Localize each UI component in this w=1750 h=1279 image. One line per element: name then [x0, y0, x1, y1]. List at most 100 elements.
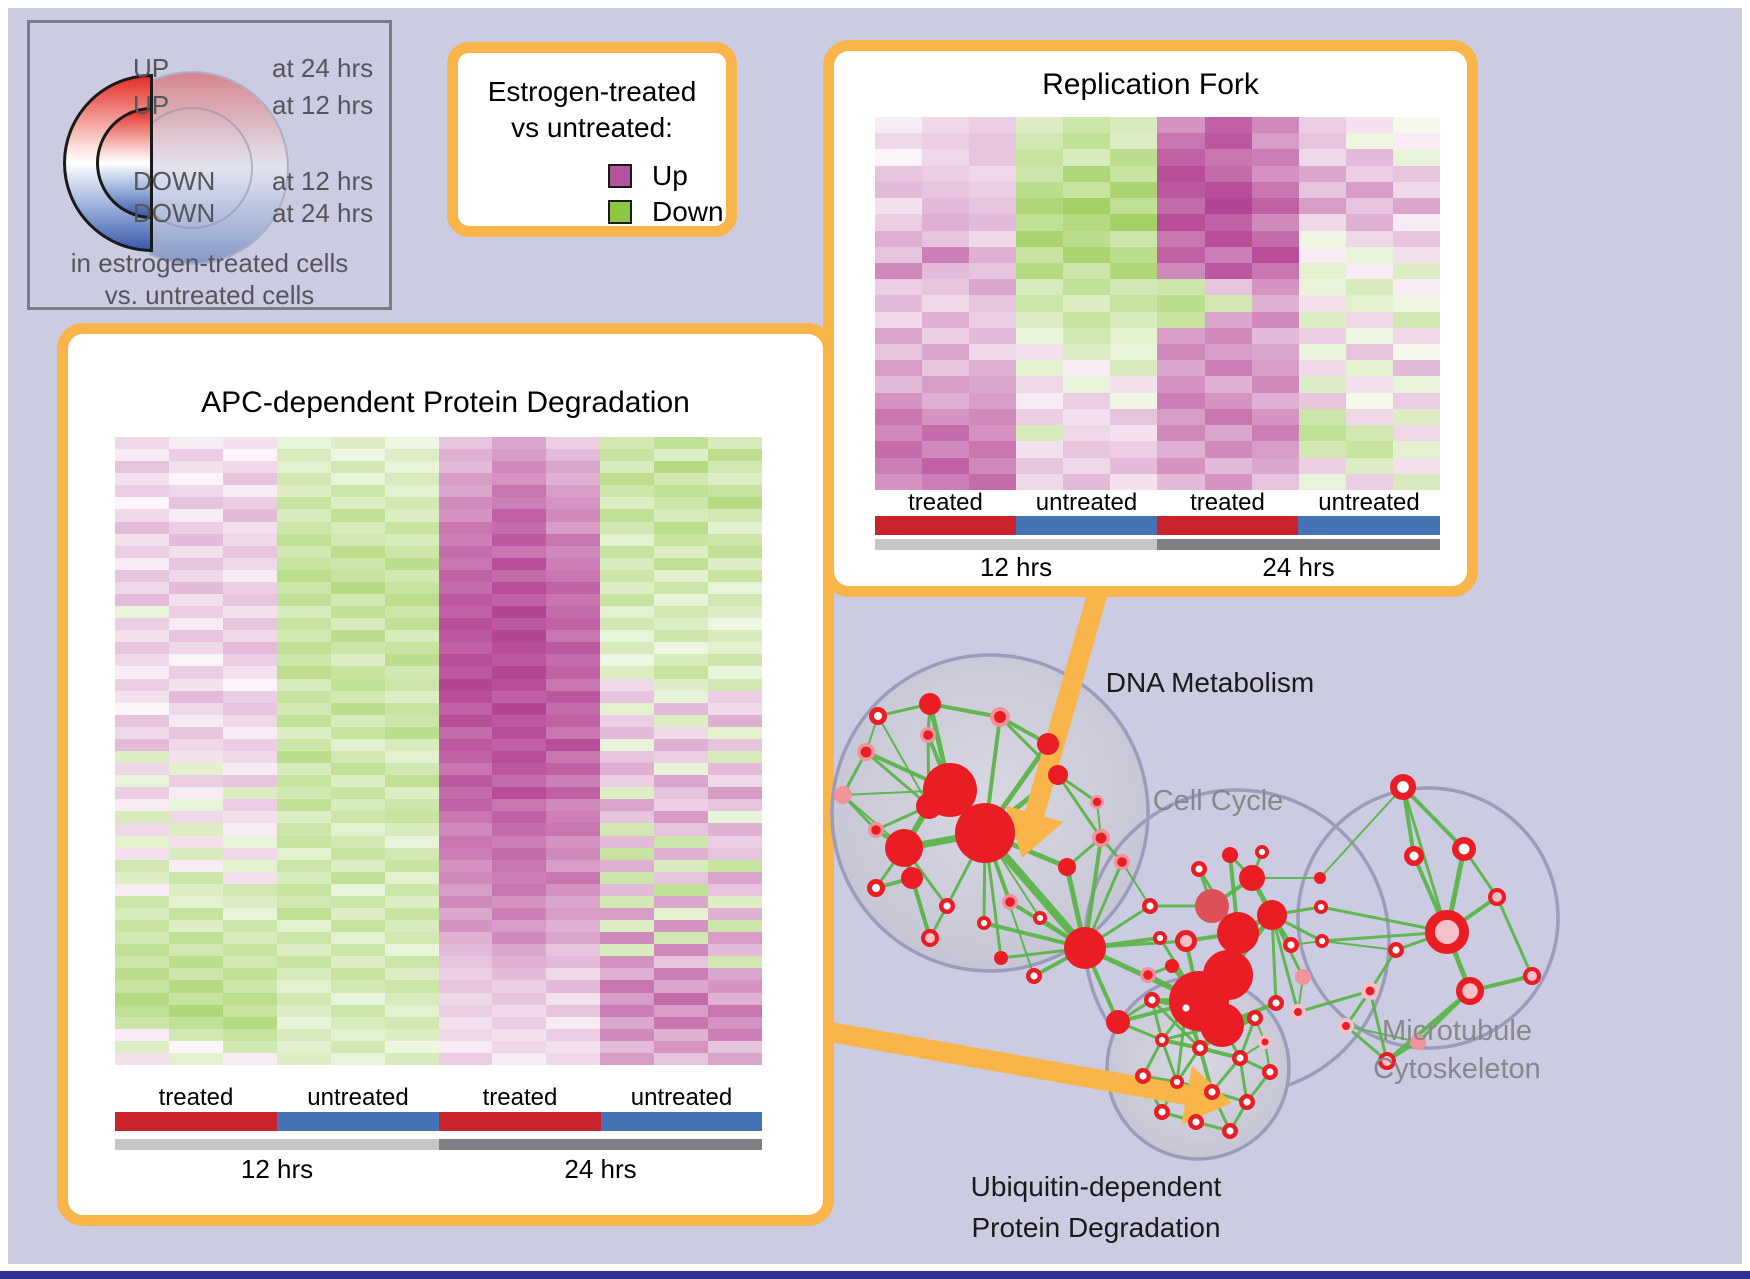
heatmap-cell	[438, 461, 493, 474]
heatmap-cell	[1204, 327, 1252, 345]
heatmap-cell	[115, 509, 169, 522]
gene-node	[867, 821, 884, 838]
network-edge	[1121, 861, 1151, 907]
heatmap-cell	[168, 545, 223, 558]
rf-treated-bar-12	[875, 516, 1016, 535]
network-edge	[864, 750, 931, 808]
heatmap-cell	[1204, 441, 1252, 458]
heatmap-cell	[654, 811, 709, 824]
heatmap-cell	[1392, 230, 1440, 247]
ring-legend-caption-line2: vs. untreated cells	[104, 280, 315, 310]
heatmap-cell	[546, 521, 601, 534]
heatmap-cell	[1345, 425, 1393, 442]
heatmap-cell	[708, 980, 762, 993]
heatmap-cell	[546, 956, 601, 969]
heatmap-cell	[708, 775, 762, 788]
heatmap-cell	[875, 376, 923, 393]
heatmap-cell	[115, 1040, 169, 1053]
heatmap-cell	[875, 133, 923, 150]
heatmap-cell	[492, 654, 547, 667]
heatmap-cell	[438, 968, 493, 981]
heatmap-cell	[708, 473, 762, 486]
heatmap-cell	[875, 344, 923, 361]
heatmap-cell	[222, 581, 277, 594]
gene-node	[1195, 889, 1229, 923]
heatmap-cell	[1063, 214, 1111, 231]
heatmap-cell	[276, 944, 331, 957]
heatmap-cell	[168, 473, 223, 486]
heatmap-cell	[654, 883, 709, 896]
heatmap-cell	[384, 980, 439, 993]
heatmap-cell	[546, 714, 601, 727]
heatmap-cell	[708, 521, 762, 534]
heatmap-cell	[384, 944, 439, 957]
heatmap-cell	[654, 751, 709, 764]
heatmap-cell	[276, 437, 331, 450]
heatmap-cell	[438, 738, 493, 751]
heatmap-cell	[1392, 344, 1440, 361]
heatmap-cell	[1345, 360, 1393, 377]
heatmap-cell	[600, 811, 655, 824]
heatmap-cell	[654, 787, 709, 800]
heatmap-cell	[1016, 311, 1064, 328]
ring-legend-down24-time: at 24 hrs	[272, 198, 374, 228]
heatmap-cell	[1016, 181, 1064, 199]
heatmap-cell	[600, 787, 655, 800]
heatmap-cell	[654, 763, 709, 776]
heatmap-cell	[492, 1028, 547, 1041]
gene-node	[1361, 982, 1379, 1000]
heatmap-cell	[600, 678, 655, 691]
heatmap-cell	[438, 726, 493, 739]
heatmap-cell	[600, 895, 655, 908]
network-edge	[1150, 998, 1202, 1050]
heatmap-cell	[438, 581, 493, 594]
heatmap-cell	[115, 835, 169, 848]
rf-treated-bar-24	[1157, 516, 1298, 535]
heatmap-cell	[1063, 262, 1111, 280]
heatmap-cell	[438, 787, 493, 800]
heatmap-cell	[600, 968, 655, 981]
heatmap-cell	[222, 835, 277, 848]
heatmap-cell	[922, 279, 970, 296]
gene-node	[1267, 995, 1284, 1012]
heatmap-cell	[384, 437, 439, 450]
heatmap-cell	[600, 690, 655, 703]
gene-node	[1025, 968, 1042, 985]
heatmap-cell	[168, 690, 223, 703]
heatmap-cell	[1298, 311, 1346, 328]
heatmap-cell	[115, 569, 169, 582]
heatmap-cell	[276, 726, 331, 739]
heatmap-cell	[276, 449, 331, 462]
heatmap-cell	[654, 545, 709, 558]
heatmap-cell	[276, 859, 331, 872]
heatmap-cell	[1204, 457, 1252, 474]
heatmap-cell	[1157, 408, 1205, 426]
heatmap-cell	[600, 1004, 655, 1017]
heatmap-cell	[222, 461, 277, 474]
heatmap-cell	[1298, 149, 1346, 166]
heatmap-cell	[330, 581, 385, 594]
heatmap-cell	[115, 956, 169, 969]
heatmap-cell	[1298, 376, 1346, 393]
heatmap-cell	[654, 666, 709, 679]
heatmap-cell	[168, 956, 223, 969]
heatmap-cell	[384, 485, 439, 498]
heatmap-cell	[922, 198, 970, 215]
heatmap-cell	[654, 569, 709, 582]
apc-24hrs-bar	[439, 1139, 762, 1150]
heatmap-cell	[384, 847, 439, 860]
heatmap-cell	[600, 859, 655, 872]
gene-node	[1143, 992, 1160, 1009]
heatmap-cell	[330, 847, 385, 860]
apc-group-label-0: treated	[158, 1084, 234, 1111]
heatmap-cell	[600, 799, 655, 812]
heatmap-cell	[168, 702, 223, 715]
heatmap-cell	[384, 920, 439, 933]
heatmap-cell	[654, 533, 709, 546]
heatmap-cell	[384, 714, 439, 727]
heatmap-cell	[168, 932, 223, 945]
heatmap-cell	[168, 811, 223, 824]
heatmap-cell	[969, 181, 1017, 199]
heatmap-cell	[1251, 425, 1299, 442]
heatmap-cell	[708, 932, 762, 945]
